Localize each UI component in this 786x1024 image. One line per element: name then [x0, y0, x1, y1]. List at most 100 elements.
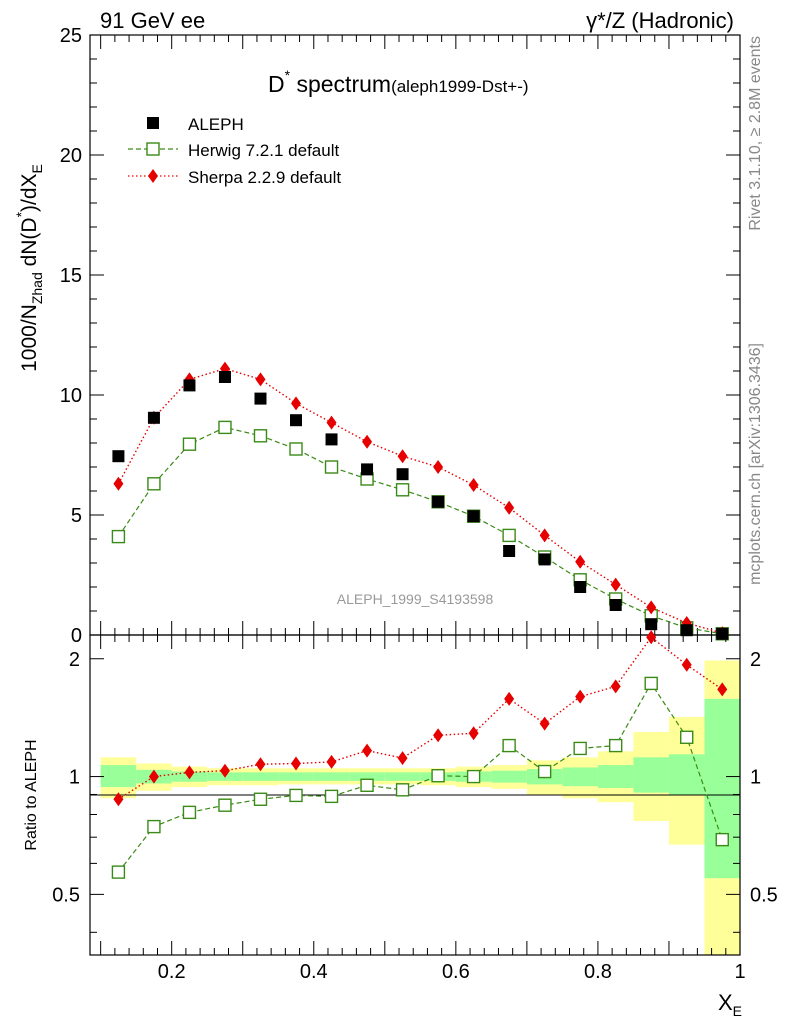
ratio-ytick-label-left: 0.5	[52, 884, 80, 906]
band-inner	[633, 757, 669, 793]
band-inner	[313, 772, 350, 781]
herwig-ratio-point	[573, 741, 587, 756]
ratio-xtick-label: 1	[734, 961, 745, 983]
ylabel-a: 1000/N	[18, 304, 41, 372]
legend-label-aleph: ALEPH	[188, 115, 244, 134]
herwig-point	[395, 483, 410, 497]
title-code: (aleph1999-Dst+-)	[391, 77, 529, 96]
aleph-point	[290, 414, 303, 427]
aleph-point	[254, 392, 267, 405]
y-axis-label-main: 1000/NZhad dN(D*)/dXE	[13, 164, 45, 372]
ratio-xtick-label: 0.4	[300, 961, 328, 983]
ratio-ytick-label-right: 1	[750, 767, 761, 789]
band-inner	[704, 698, 740, 879]
sherpa-point	[575, 554, 586, 569]
band-inner	[278, 772, 314, 781]
sherpa-point	[539, 528, 550, 543]
sherpa-ratio-point	[291, 756, 302, 771]
band-inner	[597, 765, 634, 788]
herwig-ratio-point	[466, 769, 481, 784]
herwig-ratio-point	[395, 783, 410, 797]
herwig-point	[111, 529, 126, 544]
sherpa-point	[610, 577, 621, 592]
main-ytick-label: 10	[60, 385, 82, 407]
ylabel-c: )/dX	[18, 173, 41, 212]
sherpa-ratio-point	[575, 689, 586, 704]
sherpa-ratio-point	[468, 726, 479, 741]
herwig-ratio-point	[218, 798, 232, 812]
sherpa-ratio-point	[681, 657, 692, 672]
sherpa-point	[291, 396, 302, 411]
herwig-ratio-point	[537, 764, 552, 779]
aleph-point	[432, 495, 445, 508]
aleph-point	[183, 379, 196, 392]
sherpa-ratio-point	[539, 716, 550, 731]
sherpa-ratio-point	[148, 769, 159, 784]
ylabel-e: E	[29, 164, 45, 173]
herwig-point	[324, 460, 339, 474]
sherpa-ratio-point	[433, 728, 444, 743]
band-inner	[100, 765, 137, 788]
sherpa-ratio-point	[255, 757, 266, 772]
aleph-point	[503, 545, 516, 557]
ratio-xtick-label: 0.8	[584, 961, 612, 983]
sherpa-ratio-point	[326, 754, 337, 769]
aleph-point	[112, 450, 125, 463]
herwig-ratio-point	[111, 865, 126, 879]
x-axis-label: XE	[718, 990, 742, 1019]
y-axis-label-ratio: Ratio to ALEPH	[23, 739, 40, 850]
aleph-point	[218, 371, 231, 383]
ratio-plot-frame	[89, 634, 741, 956]
sherpa-line	[117, 367, 723, 634]
sherpa-point	[362, 434, 373, 449]
main-ytick-label: 25	[60, 25, 82, 47]
sherpa-ratio-line	[118, 636, 723, 800]
herwig-line	[117, 426, 723, 635]
herwig-ratio-point	[680, 730, 694, 744]
title-star: *	[285, 67, 291, 83]
herwig-point	[289, 442, 303, 456]
sherpa-point	[504, 500, 515, 515]
ylabel-star: *	[13, 211, 29, 217]
sherpa-ratio-point	[717, 682, 728, 697]
ratio-ytick-label-left: 2	[69, 649, 80, 671]
aleph-point	[396, 468, 409, 481]
xlabel-e: E	[733, 1003, 742, 1019]
ylabel-b: dN(D	[18, 217, 41, 272]
herwig-ratio-point	[289, 788, 303, 803]
rivet-note: Rivet 3.1.10, ≥ 2.8M events	[747, 36, 764, 231]
ratio-ytick-label-right: 0.5	[750, 884, 778, 906]
herwig-ratio-point	[608, 738, 623, 753]
ratio-plot: 0.5 0.5 1 1 2 2 0.2 0.4 0.6 0.8 1 Ratio to ALEPH X…	[23, 630, 778, 1019]
herwig-ratio-point	[502, 738, 516, 753]
mcplots-note: mcplots.cern.ch [arXiv:1306.3436]	[747, 343, 764, 585]
main-axis-ticks: 0 5 10 15 20 25	[60, 25, 741, 647]
sherpa-point	[113, 476, 124, 491]
aleph-point	[680, 624, 693, 637]
herwig-ratio-point	[644, 676, 658, 691]
herwig-point	[502, 528, 516, 543]
herwig-point	[253, 429, 268, 443]
sherpa-ratio-point	[362, 743, 373, 758]
legend-marker-sherpa	[148, 169, 158, 183]
band-inner	[562, 767, 598, 787]
aleph-point	[574, 581, 587, 593]
sherpa-ratio-point	[113, 792, 124, 807]
aleph-point	[361, 463, 374, 476]
legend-label-herwig: Herwig 7.2.1 default	[188, 141, 339, 160]
herwig-ratio-point	[360, 778, 374, 792]
herwig-point	[218, 420, 232, 435]
herwig-ratio-point	[253, 792, 268, 806]
sherpa-point	[326, 415, 337, 430]
energy-label: 91 GeV ee	[100, 8, 205, 33]
legend-marker-herwig	[146, 142, 160, 156]
herwig-ratio-point	[431, 769, 445, 783]
herwig-point	[182, 437, 197, 451]
legend: ALEPH Herwig 7.2.1 default Sherpa 2.2.9 …	[128, 115, 341, 187]
process-label: γ*/Z (Hadronic)	[586, 8, 734, 33]
herwig-point	[147, 477, 161, 491]
main-ytick-label: 0	[71, 625, 82, 647]
aleph-point	[609, 599, 622, 611]
